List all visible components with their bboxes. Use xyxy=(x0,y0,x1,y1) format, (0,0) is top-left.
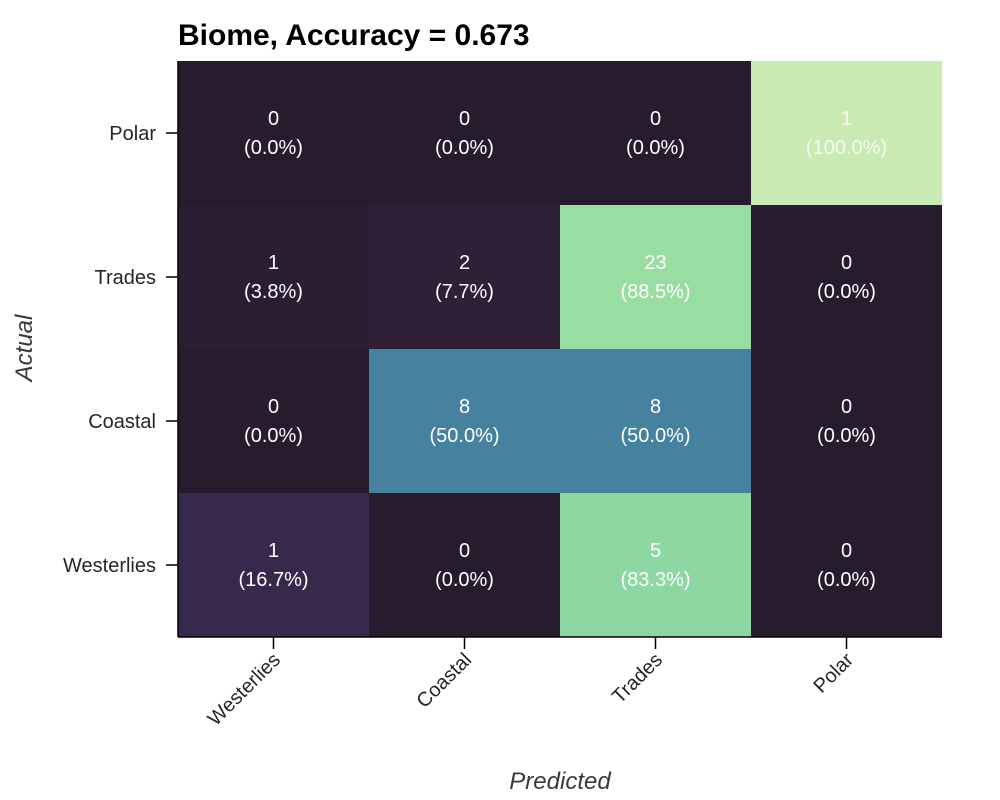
cell-count-label: 0 xyxy=(841,540,852,562)
x-tick-label: Coastal xyxy=(413,649,477,713)
y-tick-label: Coastal xyxy=(88,411,156,433)
x-tick-label: Trades xyxy=(608,649,667,708)
cell-count-label: 1 xyxy=(268,540,279,562)
cell-count-label: 0 xyxy=(841,252,852,274)
cell-count-label: 23 xyxy=(644,252,666,274)
cell-count-label: 0 xyxy=(650,108,661,130)
heatmap-cell xyxy=(178,349,369,493)
cell-percent-label: (0.0%) xyxy=(244,137,303,159)
y-tick-label: Trades xyxy=(94,267,156,289)
heatmap-cells: 0 (0.0%) 0 (0.0%) 0 (0.0%) 1 (100.0%) 1 (3.8%) 2 (7… xyxy=(178,61,942,637)
heatmap-cell xyxy=(751,205,942,349)
cell-percent-label: (50.0%) xyxy=(620,425,690,447)
y-tick-label: Polar xyxy=(109,123,156,145)
cell-count-label: 0 xyxy=(459,108,470,130)
x-axis-label: Predicted xyxy=(509,768,611,795)
heatmap-cell xyxy=(560,493,751,637)
cell-percent-label: (0.0%) xyxy=(435,569,494,591)
cell-count-label: 0 xyxy=(268,396,279,418)
cell-percent-label: (16.7%) xyxy=(238,569,308,591)
cell-percent-label: (88.5%) xyxy=(620,281,690,303)
cell-percent-label: (0.0%) xyxy=(817,425,876,447)
cell-percent-label: (50.0%) xyxy=(429,425,499,447)
cell-count-label: 8 xyxy=(459,396,470,418)
y-tick-label: Westerlies xyxy=(63,555,156,577)
cell-percent-label: (100.0%) xyxy=(806,137,887,159)
heatmap-cell xyxy=(369,61,560,205)
cell-percent-label: (3.8%) xyxy=(244,281,303,303)
heatmap-cell xyxy=(178,493,369,637)
x-tick-label: Westerlies xyxy=(204,649,285,730)
cell-count-label: 1 xyxy=(268,252,279,274)
cell-percent-label: (0.0%) xyxy=(817,281,876,303)
y-axis-label: Actual xyxy=(11,314,38,383)
heatmap-cell xyxy=(560,61,751,205)
cell-percent-label: (0.0%) xyxy=(244,425,303,447)
heatmap-cell xyxy=(751,61,942,205)
cell-count-label: 0 xyxy=(268,108,279,130)
heatmap-cell xyxy=(751,349,942,493)
heatmap-cell xyxy=(751,493,942,637)
heatmap-cell xyxy=(178,61,369,205)
cell-count-label: 0 xyxy=(841,396,852,418)
cell-percent-label: (0.0%) xyxy=(435,137,494,159)
cell-count-label: 1 xyxy=(841,108,852,130)
heatmap-cell xyxy=(369,493,560,637)
heatmap-cell xyxy=(560,349,751,493)
cell-count-label: 5 xyxy=(650,540,661,562)
heatmap-cell xyxy=(369,205,560,349)
heatmap-cell xyxy=(178,205,369,349)
cell-percent-label: (0.0%) xyxy=(817,569,876,591)
cell-count-label: 8 xyxy=(650,396,661,418)
heatmap-cell xyxy=(560,205,751,349)
cell-percent-label: (83.3%) xyxy=(620,569,690,591)
x-tick-label: Polar xyxy=(809,649,858,698)
cell-count-label: 0 xyxy=(459,540,470,562)
cell-percent-label: (7.7%) xyxy=(435,281,494,303)
heatmap-cell xyxy=(369,349,560,493)
cell-count-label: 2 xyxy=(459,252,470,274)
chart-title: Biome, Accuracy = 0.673 xyxy=(178,19,530,52)
cell-percent-label: (0.0%) xyxy=(626,137,685,159)
